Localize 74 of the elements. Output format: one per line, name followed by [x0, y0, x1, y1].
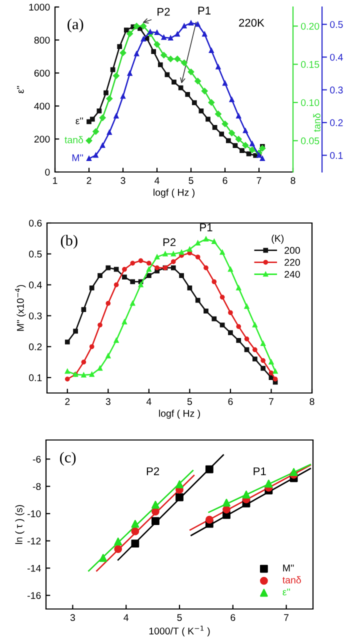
legend-title: (K)	[272, 234, 284, 244]
y3-tick-label: 0.1	[330, 152, 343, 159]
x-tick-label: 8	[310, 398, 314, 405]
x-axis-title: logf ( Hz )	[154, 188, 194, 198]
legend-label: tanδ	[282, 576, 301, 584]
series-label: M''	[72, 154, 83, 162]
y-tick-label: 400	[34, 102, 50, 110]
y-axis-title: ln ( τ ) (s)	[15, 505, 24, 544]
x-tick-label: 4	[154, 177, 160, 184]
y-axis-title: M'' (x10$^{−4}$)	[15, 285, 26, 331]
y-tick-label: 0.4	[29, 282, 42, 288]
annotation: (a)	[68, 18, 84, 32]
y2-tick-label: 0.15	[301, 61, 320, 68]
annotation: 220K	[239, 18, 264, 27]
y-tick-label: 800	[34, 36, 50, 44]
y2-tick-label: 0.10	[301, 99, 320, 106]
annotation: P1	[254, 467, 266, 476]
y-tick-label: -16	[28, 592, 41, 599]
y-tick-label: 0.3	[29, 312, 42, 320]
x-tick-label: 5	[188, 177, 194, 184]
y-tick-label: -8	[32, 483, 41, 490]
y-axis-title: ε''	[17, 86, 24, 94]
x-tick-label: 6	[230, 614, 236, 621]
y3-tick-label: 0.5	[330, 21, 343, 28]
y-tick-label: -6	[32, 456, 41, 463]
x-tick-label: 7	[269, 398, 274, 405]
x-tick-label: 3	[120, 177, 126, 184]
x-tick-label: 5	[177, 614, 182, 621]
x-tick-label: 8	[290, 177, 296, 184]
annotation: P2	[158, 8, 170, 16]
legend-label: ε''	[282, 588, 290, 596]
y3-tick-label: 0.4	[330, 54, 343, 61]
x-tick-label: 4	[124, 614, 129, 621]
y-tick-label: 200	[34, 136, 50, 143]
x-tick-label: 2	[65, 398, 70, 405]
annotation: P1	[198, 6, 211, 14]
y-tick-label: 0	[45, 168, 50, 176]
y2-tick-label: 0.20	[301, 22, 320, 30]
y-tick-label: 0.5	[29, 250, 42, 258]
x-tick-label: 2	[86, 177, 92, 184]
x-tick-label: 4	[146, 398, 152, 405]
annotation: (b)	[60, 234, 78, 249]
y-tick-label: 0.1	[29, 374, 42, 382]
x-axis-title: 1000/T ( K$^{−1}$ )	[149, 626, 210, 636]
x-tick-label: 3	[70, 614, 75, 621]
y2-axis-title: tanδ	[313, 113, 320, 132]
y2-tick-label: 0.05	[301, 137, 320, 144]
legend-label: 220	[284, 258, 300, 266]
x-tick-label: 1	[53, 177, 58, 184]
annotation: P1	[200, 224, 212, 232]
y-tick-label: 600	[34, 70, 50, 77]
annotation: P2	[146, 467, 160, 476]
y3-tick-label: 0.2	[330, 119, 343, 126]
y-tick-label: 0.2	[29, 343, 42, 350]
y-tick-label: -10	[28, 510, 41, 518]
series-label: ε''	[76, 118, 83, 124]
y-tick-label: -14	[28, 564, 41, 572]
y-tick-label: -12	[28, 538, 41, 544]
x-tick-label: 5	[187, 398, 192, 405]
annotation: P2	[163, 238, 176, 246]
x-tick-label: 3	[106, 398, 110, 405]
y3-tick-label: 0.3	[330, 86, 343, 94]
x-tick-label: 6	[222, 177, 228, 184]
series-label: tanδ	[64, 136, 84, 144]
y-tick-label: 0.6	[29, 220, 42, 227]
x-tick-label: 7	[256, 177, 262, 184]
x-tick-label: 6	[228, 398, 233, 405]
legend-label: M''	[283, 564, 294, 572]
y-tick-label: 1000	[29, 4, 50, 11]
legend-label: 240	[284, 270, 300, 278]
x-tick-label: 7	[284, 614, 289, 621]
annotation: (c)	[60, 452, 76, 466]
x-axis-title: logf ( Hz )	[159, 410, 200, 419]
legend-label: 200	[284, 246, 300, 254]
